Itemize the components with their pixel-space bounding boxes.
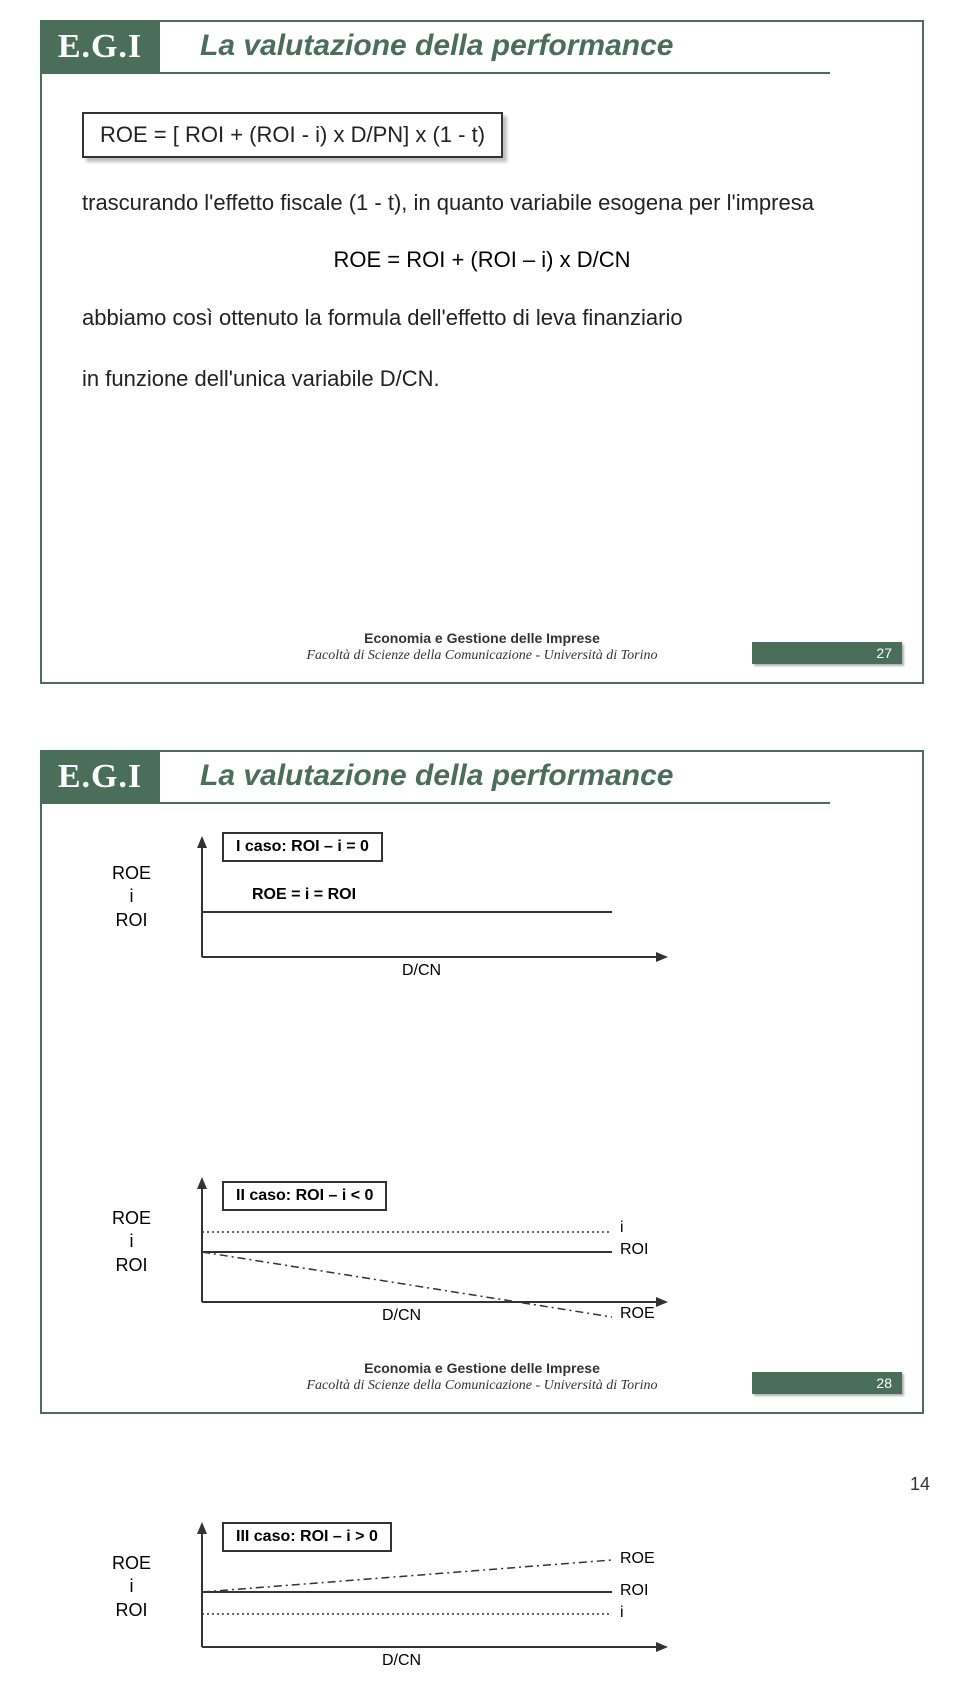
page-number-badge: 28: [752, 1372, 902, 1394]
footer-line1: Economia e Gestione delle Imprese: [364, 630, 600, 646]
footer-line2: Facoltà di Scienze della Comunicazione -…: [306, 648, 657, 663]
slide-title: La valutazione della performance: [160, 750, 830, 804]
slide-1: E.G.I La valutazione della performance R…: [40, 20, 924, 684]
chart-case-3: III caso: ROI – i > 0 ROE ROI i D/CN: [192, 1522, 712, 1672]
logo: E.G.I: [40, 20, 160, 74]
y-axis-label: ROE i ROI: [112, 1207, 151, 1277]
paragraph: in funzione dell'unica variabile D/CN.: [82, 362, 882, 395]
label-roi: ROI: [620, 1241, 648, 1259]
case-2-row: ROE i ROI: [42, 1167, 922, 1337]
slide-footer: Economia e Gestione delle Imprese Facolt…: [42, 1360, 922, 1400]
paragraph: abbiamo così ottenuto la formula dell'ef…: [82, 301, 882, 334]
x-axis-label: D/CN: [402, 962, 441, 980]
x-axis-label: D/CN: [382, 1307, 421, 1325]
slide-header: E.G.I La valutazione della performance: [40, 750, 830, 804]
page-number-badge: 27: [752, 642, 902, 664]
case-2-box: II caso: ROI – i < 0: [222, 1181, 387, 1211]
slide-title: La valutazione della performance: [160, 20, 830, 74]
chart-case-1: I caso: ROI – i = 0 ROE = i = ROI D/CN: [192, 832, 712, 982]
label-i: i: [620, 1604, 624, 1622]
slide-footer: Economia e Gestione delle Imprese Facolt…: [42, 630, 922, 670]
footer-line1: Economia e Gestione delle Imprese: [364, 1360, 600, 1376]
formula-mid: ROE = ROI + (ROI – i) x D/CN: [82, 247, 882, 273]
slide-2-content: ROE i ROI I caso: ROI – i: [42, 822, 922, 1352]
document-page-number: 14: [910, 1474, 930, 1495]
slide-1-content: ROE = [ ROI + (ROI - i) x D/PN] x (1 - t…: [82, 112, 882, 395]
label-roi: ROI: [620, 1582, 648, 1600]
paragraph: trascurando l'effetto fiscale (1 - t), i…: [82, 186, 882, 219]
case-1-line-label: ROE = i = ROI: [252, 886, 356, 904]
slide-2: E.G.I La valutazione della performance R…: [40, 750, 924, 1414]
slide-header: E.G.I La valutazione della performance: [40, 20, 830, 74]
page: E.G.I La valutazione della performance R…: [0, 0, 960, 1503]
y-axis-label: ROE i ROI: [112, 862, 151, 932]
case-3-box: III caso: ROI – i > 0: [222, 1522, 392, 1552]
case-1-row: ROE i ROI I caso: ROI – i: [42, 822, 922, 992]
case-3-row: ROE i ROI: [42, 1512, 922, 1682]
label-i: i: [620, 1219, 624, 1237]
formula-main: ROE = [ ROI + (ROI - i) x D/PN] x (1 - t…: [82, 112, 503, 158]
logo: E.G.I: [40, 750, 160, 804]
y-axis-label: ROE i ROI: [112, 1552, 151, 1622]
label-roe: ROE: [620, 1550, 655, 1568]
x-axis-label: D/CN: [382, 1652, 421, 1670]
label-roe: ROE: [620, 1305, 655, 1323]
footer-line2: Facoltà di Scienze della Comunicazione -…: [306, 1378, 657, 1393]
chart-case-2: II caso: ROI – i < 0 i ROI ROE D/CN: [192, 1177, 712, 1327]
case-1-box: I caso: ROI – i = 0: [222, 832, 383, 862]
